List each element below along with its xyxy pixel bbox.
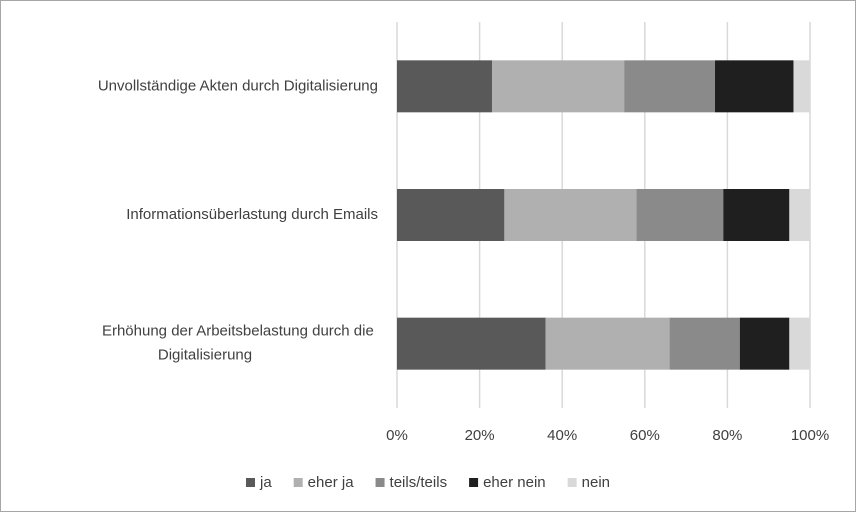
bar-segment <box>793 60 810 113</box>
legend-label: eher nein <box>483 474 546 491</box>
legend-label: ja <box>259 474 272 491</box>
x-tick-label: 100% <box>791 427 829 444</box>
legend-swatch <box>567 478 577 487</box>
bar-segment <box>545 317 670 370</box>
x-tick-label: 40% <box>547 427 577 444</box>
legend-label: eher ja <box>308 474 355 491</box>
legend-swatch <box>293 478 303 487</box>
bar-segment <box>397 60 492 113</box>
x-tick-label: 20% <box>465 427 495 444</box>
bar-segment <box>636 189 724 241</box>
x-tick-label: 0% <box>386 427 408 444</box>
bar-segment <box>491 60 625 113</box>
legend-swatch <box>469 478 479 487</box>
bar-segment <box>504 189 637 241</box>
x-tick-label: 80% <box>712 427 742 444</box>
legend-swatch <box>375 478 385 487</box>
bar-segment <box>723 189 790 241</box>
bar-segment <box>739 317 790 370</box>
bar-segment <box>624 60 716 113</box>
bar-segment <box>397 189 505 241</box>
category-label: Unvollständige Akten durch Digitalisieru… <box>98 77 378 94</box>
bar-segment <box>715 60 794 113</box>
legend-label: teils/teils <box>390 474 448 491</box>
bar-segment <box>397 317 546 370</box>
bar-segment <box>669 317 740 370</box>
category-label: Erhöhung der Arbeitsbelastung durch die … <box>102 323 378 364</box>
bar-segment <box>789 317 810 370</box>
category-label: Informationsüberlastung durch Emails <box>126 206 378 223</box>
bar-segment <box>789 189 810 241</box>
legend-swatch <box>245 478 255 487</box>
legend-label: nein <box>582 474 610 491</box>
x-tick-label: 60% <box>630 427 660 444</box>
